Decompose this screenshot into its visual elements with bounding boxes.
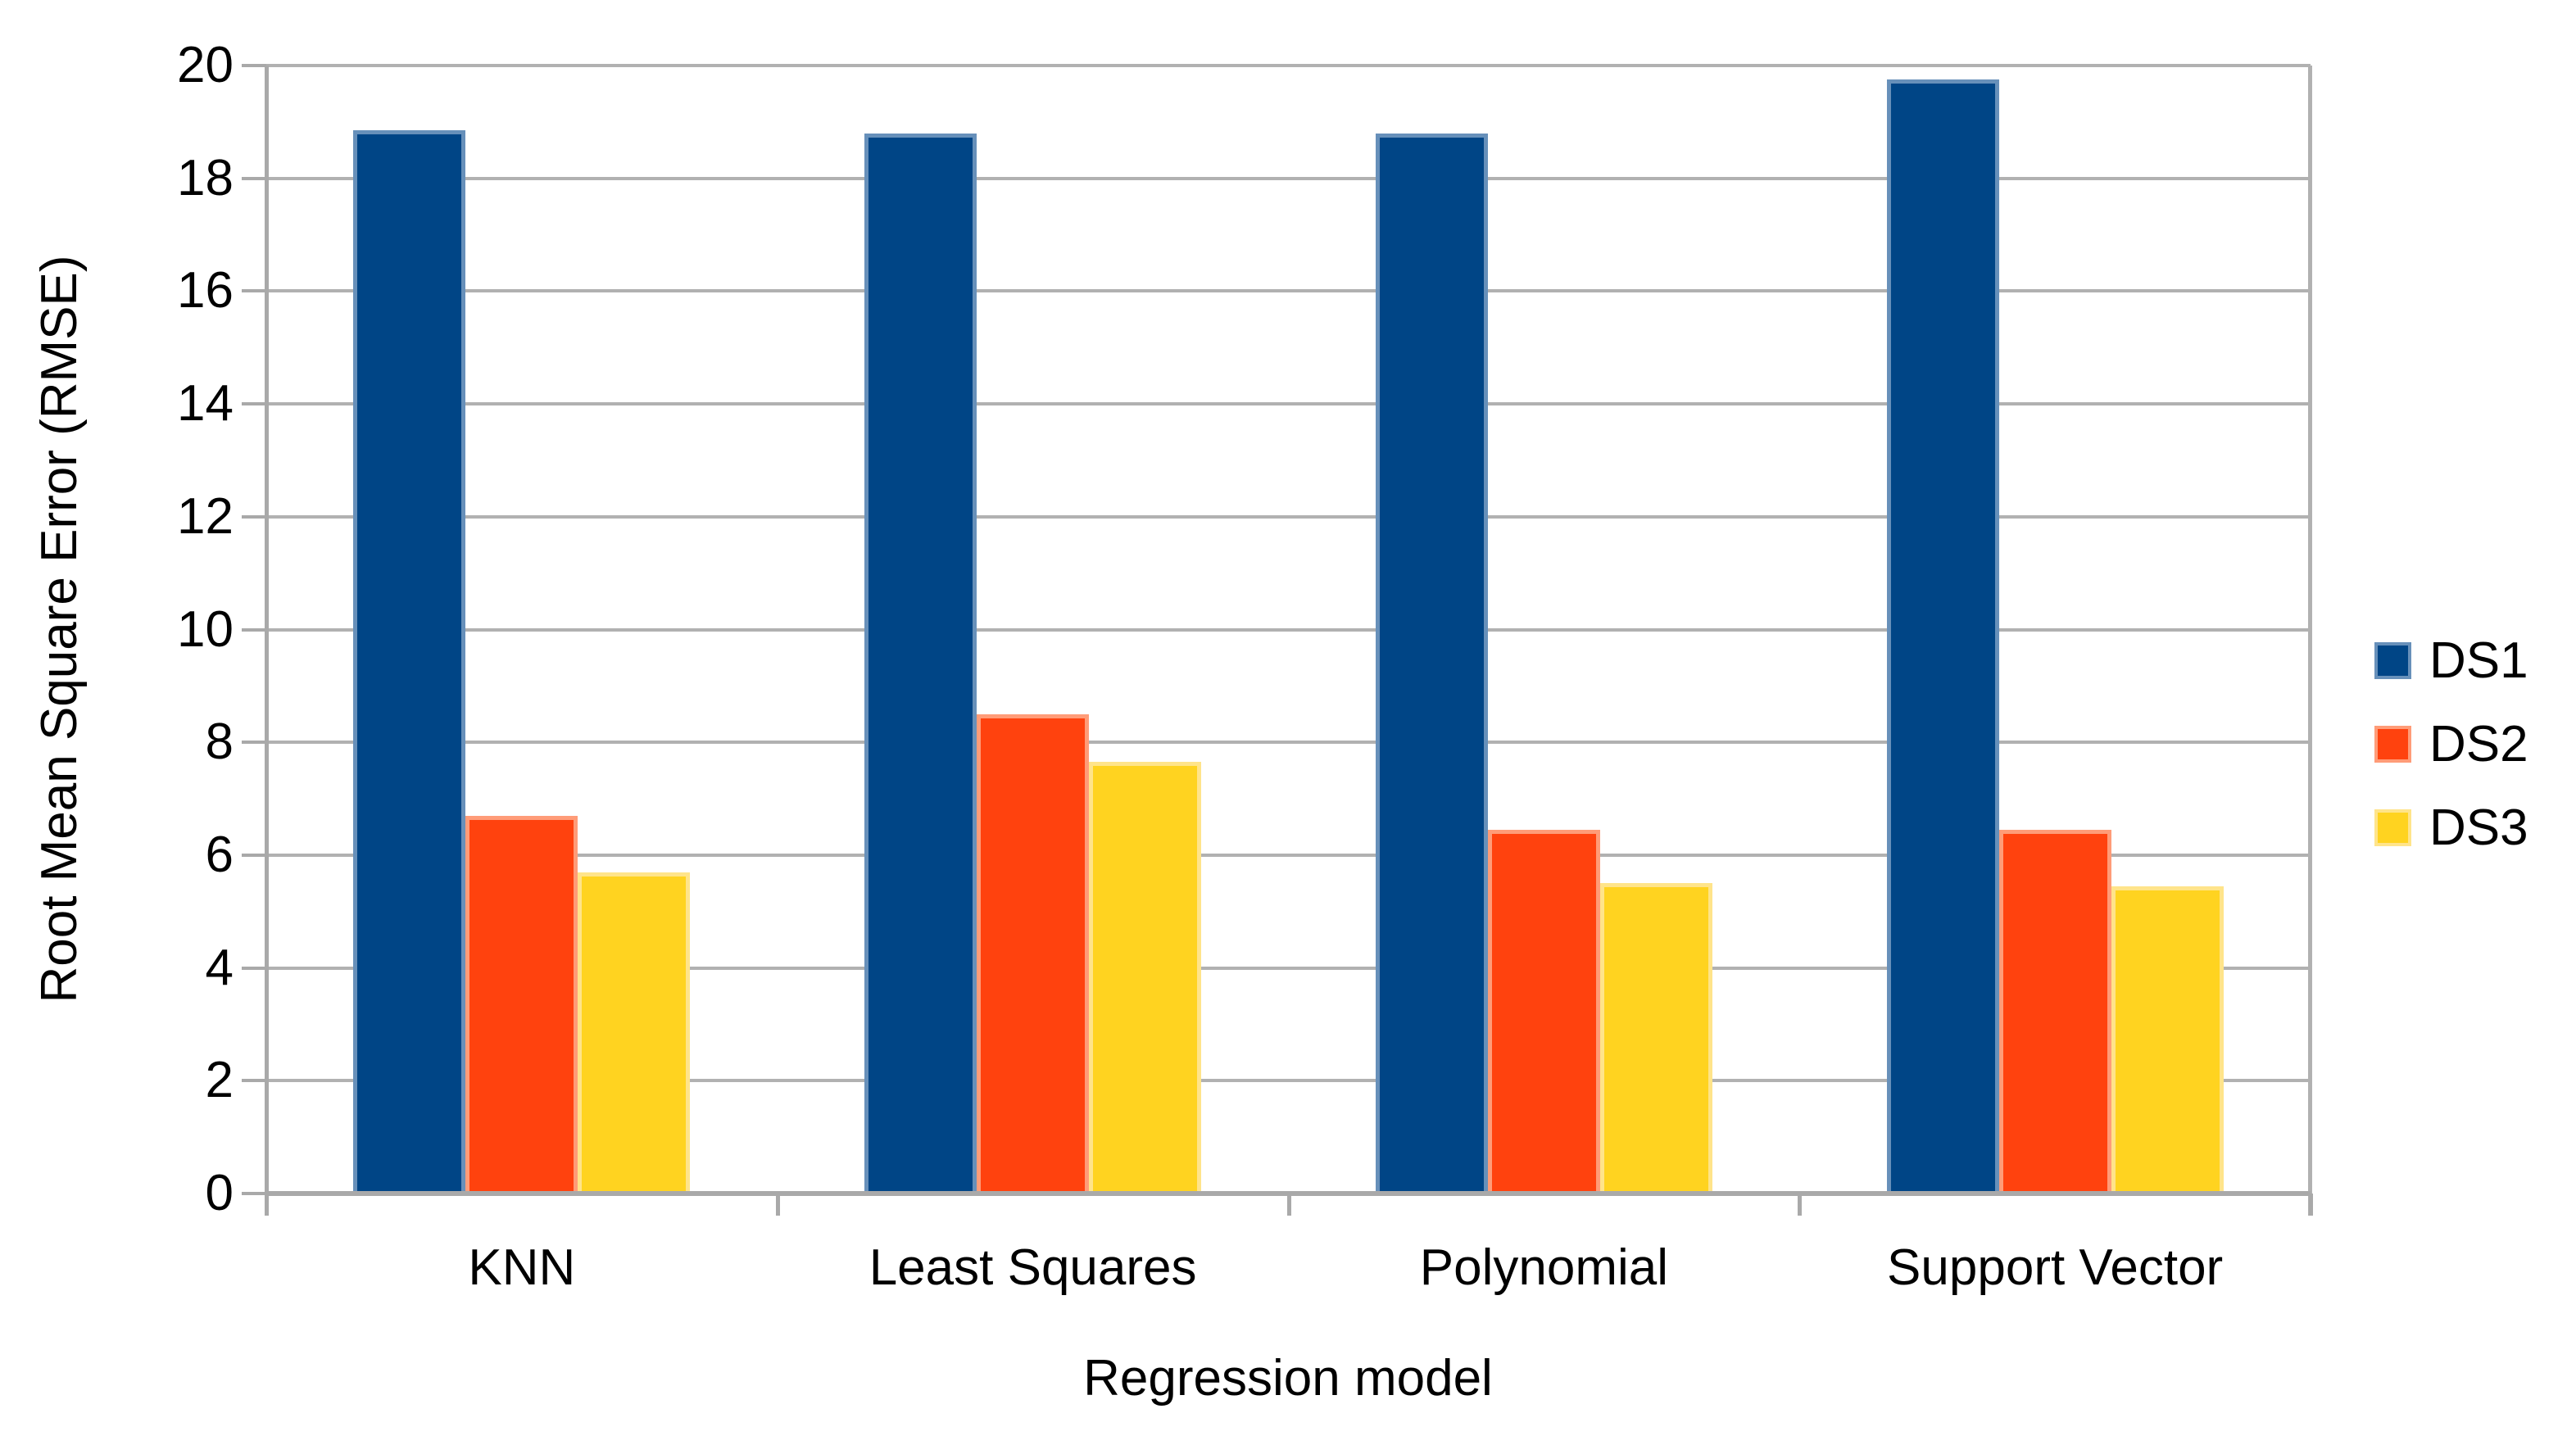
legend: DS1 DS2 DS3 (2374, 632, 2528, 892)
gridline-y-4 (266, 966, 2311, 970)
legend-swatch-ds1 (2374, 642, 2411, 679)
gridline-y-18 (266, 176, 2311, 180)
bar-ds1-least-squares (864, 133, 977, 1194)
y-tick-label-10: 10 (177, 600, 234, 658)
plot-right-border (2308, 66, 2312, 1216)
bar-ds3-knn (578, 872, 691, 1194)
y-tick-10 (242, 627, 266, 632)
x-axis-title: Regression model (1083, 1350, 1493, 1406)
gridline-y-12 (266, 514, 2311, 519)
gridline-y-20 (266, 64, 2311, 67)
y-tick-18 (242, 176, 266, 180)
y-tick-6 (242, 853, 266, 857)
bar-ds1-support-vector (1886, 79, 1999, 1194)
y-tick-0 (242, 1192, 266, 1195)
y-tick-label-18: 18 (177, 149, 234, 206)
bar-ds3-polynomial (1599, 883, 1712, 1194)
y-tick-16 (242, 289, 266, 293)
gridline-y-16 (266, 289, 2311, 293)
gridline-y-8 (266, 741, 2311, 745)
legend-swatch-ds2 (2374, 726, 2411, 763)
legend-label-ds1: DS1 (2429, 632, 2528, 689)
bar-ds2-least-squares (977, 713, 1090, 1194)
y-tick-label-6: 6 (205, 826, 234, 883)
x-tick-boundary-3 (1798, 1194, 1803, 1216)
y-tick-2 (242, 1079, 266, 1083)
y-tick-label-20: 20 (177, 37, 234, 93)
y-tick-label-16: 16 (177, 262, 234, 319)
bar-ds1-knn (353, 130, 466, 1194)
y-tick-label-0: 0 (205, 1165, 234, 1221)
x-tick-boundary-1 (775, 1194, 780, 1216)
bar-ds1-polynomial (1375, 133, 1488, 1194)
bar-ds2-polynomial (1487, 829, 1600, 1194)
category-label-support-vector: Support Vector (1887, 1239, 2224, 1296)
legend-label-ds3: DS3 (2429, 800, 2528, 856)
y-tick-label-4: 4 (205, 939, 234, 996)
y-tick-label-2: 2 (205, 1052, 234, 1109)
gridline-y-10 (266, 627, 2311, 632)
y-tick-4 (242, 966, 266, 970)
legend-label-ds2: DS2 (2429, 716, 2528, 772)
x-tick-boundary-4 (2309, 1194, 2313, 1216)
legend-item-ds2: DS2 (2374, 716, 2528, 772)
y-tick-label-14: 14 (177, 375, 234, 433)
category-label-knn: KNN (468, 1239, 576, 1296)
legend-item-ds1: DS1 (2374, 632, 2528, 689)
legend-item-ds3: DS3 (2374, 800, 2528, 856)
y-tick-8 (242, 741, 266, 745)
plot-area (242, 64, 2313, 1216)
legend-swatch-ds3 (2374, 809, 2411, 846)
bar-ds3-least-squares (1089, 762, 1202, 1194)
y-tick-label-12: 12 (177, 487, 234, 545)
gridline-y-2 (266, 1079, 2311, 1083)
y-tick-14 (242, 402, 266, 406)
bar-ds3-support-vector (2111, 886, 2224, 1194)
y-tick-label-8: 8 (205, 713, 234, 771)
category-label-least-squares: Least Squares (868, 1239, 1197, 1296)
bar-ds2-support-vector (1998, 829, 2111, 1194)
y-tick-20 (242, 64, 266, 67)
y-axis-line (265, 66, 269, 1216)
gridline-y-6 (266, 853, 2311, 857)
bar-ds2-knn (465, 815, 578, 1194)
x-tick-boundary-2 (1286, 1194, 1291, 1216)
category-label-polynomial: Polynomial (1419, 1239, 1668, 1296)
y-tick-12 (242, 514, 266, 519)
gridline-y-14 (266, 402, 2311, 406)
